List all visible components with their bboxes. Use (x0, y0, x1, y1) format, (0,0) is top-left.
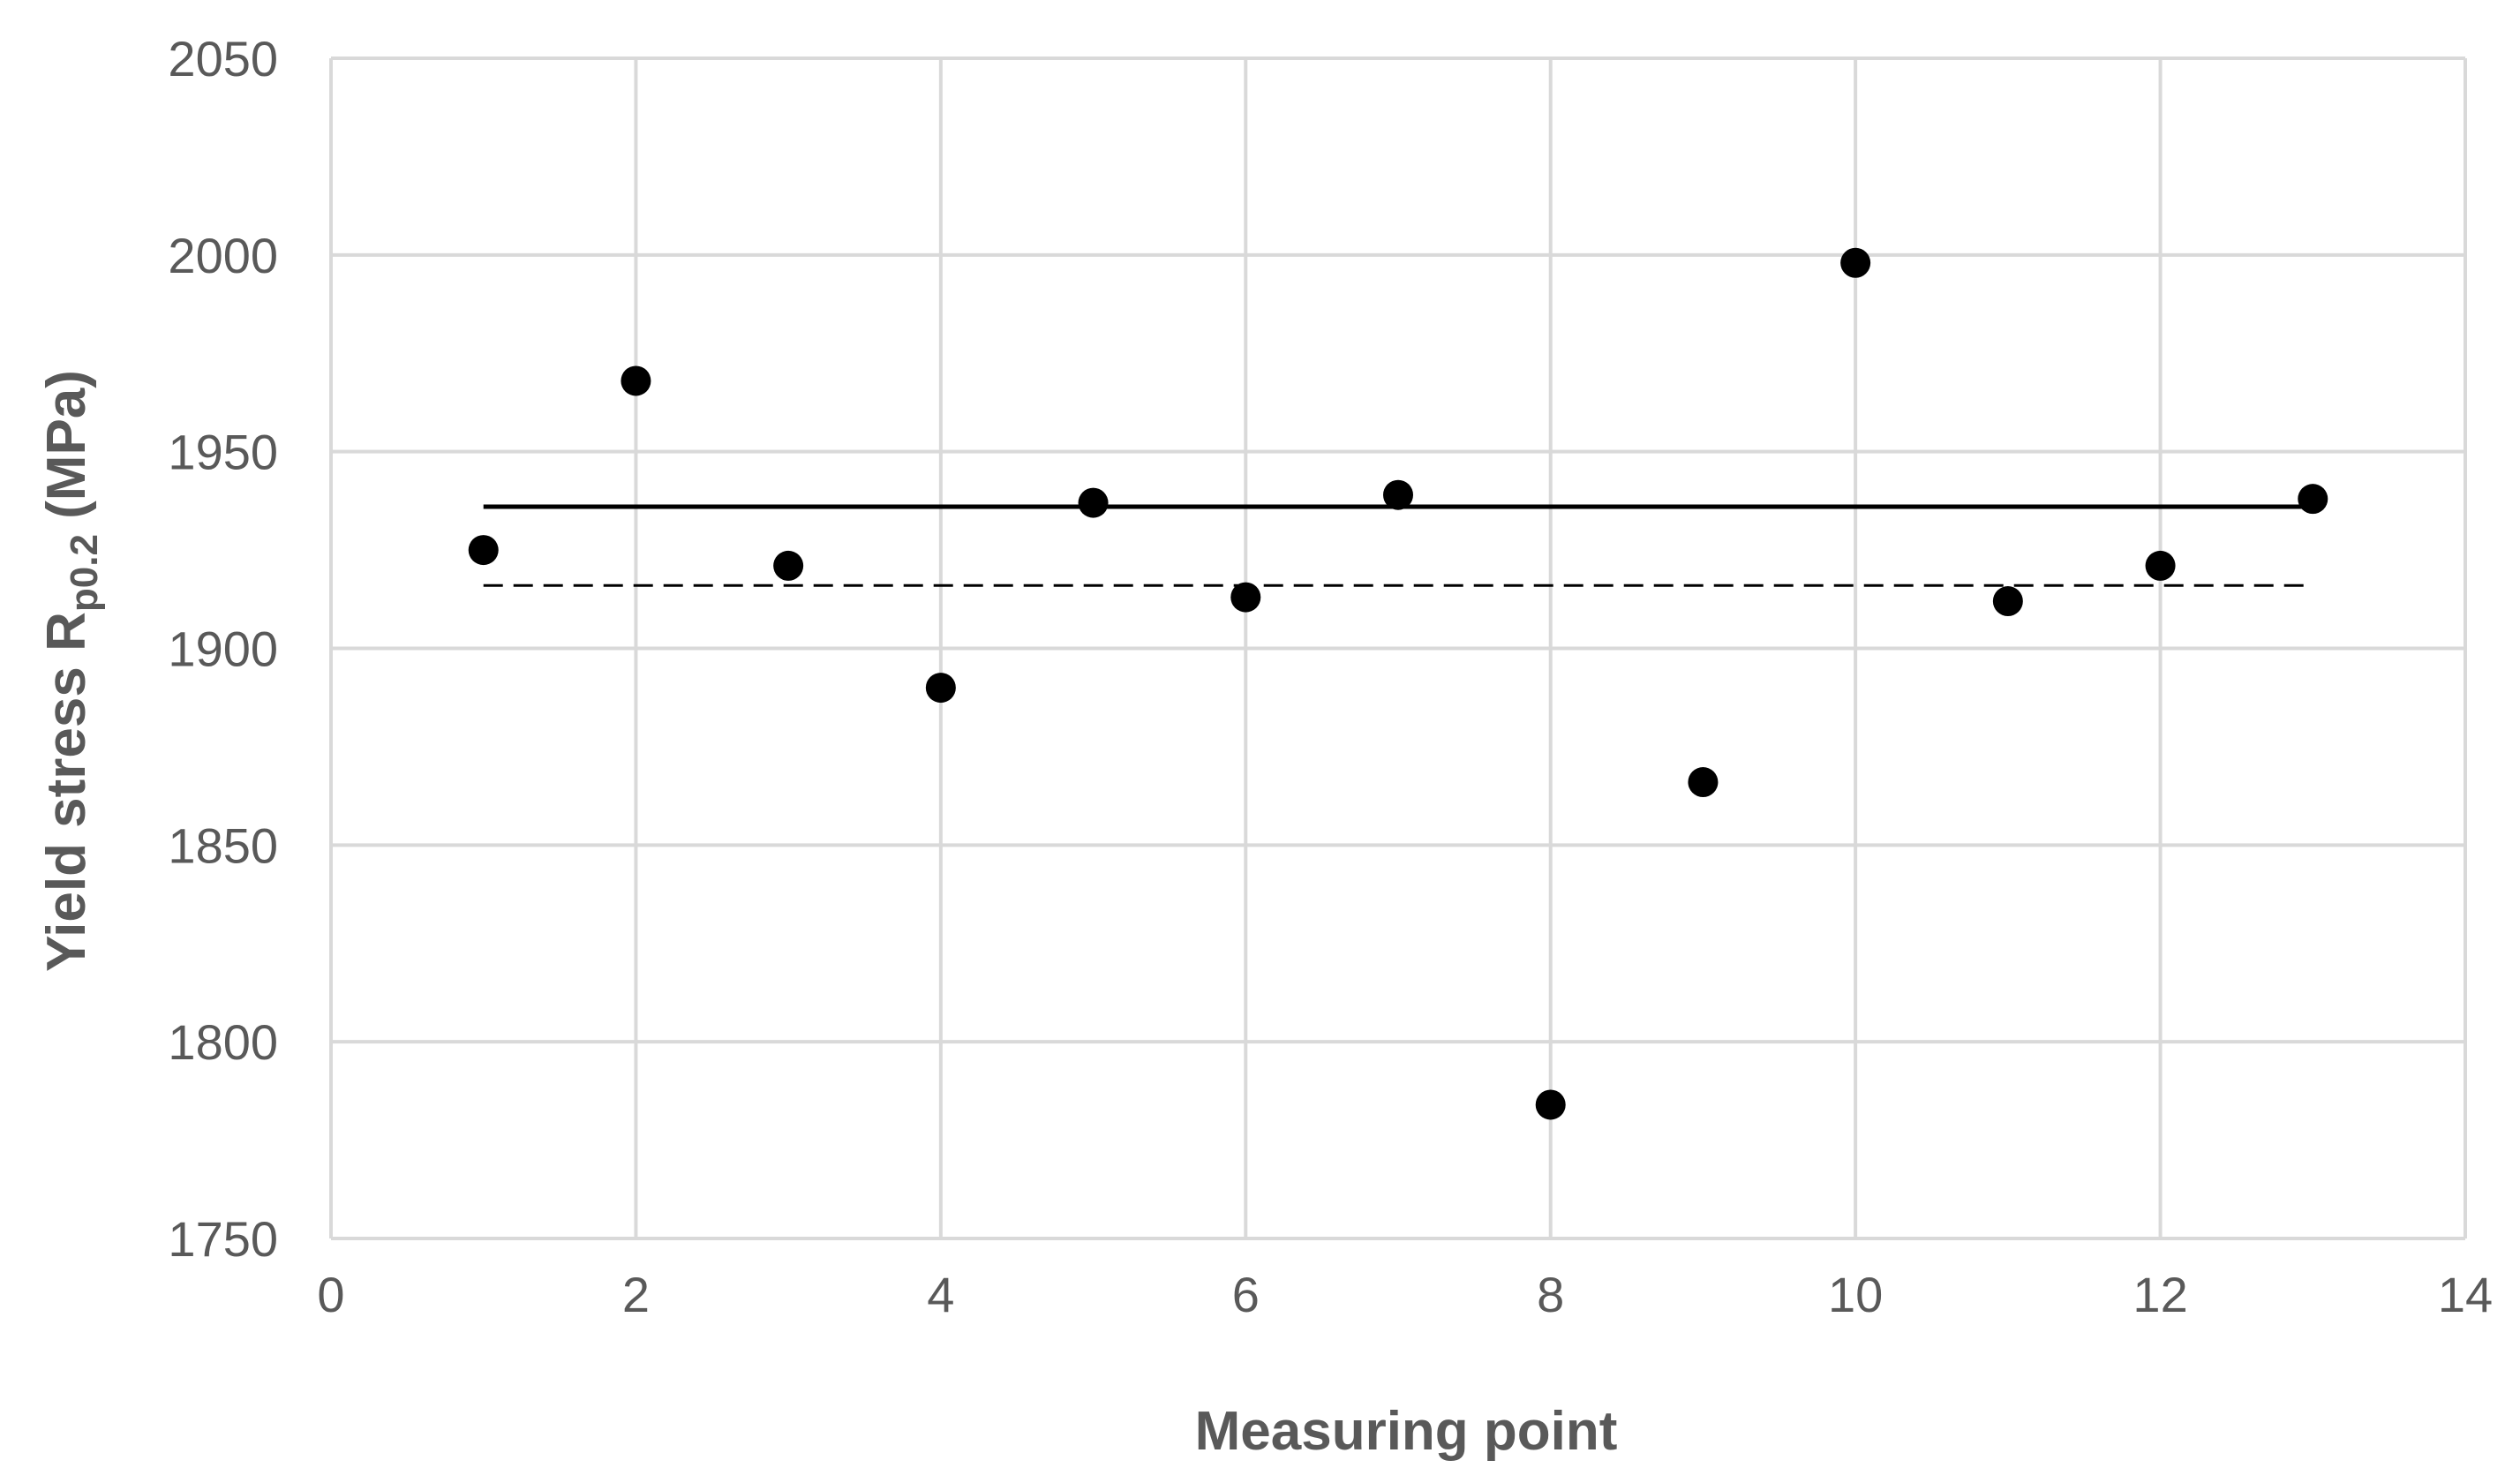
y-tick-label: 2000 (168, 228, 278, 283)
y-tick-label: 1750 (168, 1211, 278, 1267)
x-axis-title: Measuring point (1195, 1401, 1618, 1462)
y-axis-title-main: Yield stress R (36, 612, 97, 972)
data-point (925, 673, 956, 704)
x-tick-label: 2 (622, 1267, 650, 1322)
reference-lines (483, 504, 2313, 587)
data-point (621, 365, 651, 396)
x-tick-label: 10 (1828, 1267, 1883, 1322)
data-point (2298, 484, 2328, 515)
data-point (773, 550, 804, 581)
grid (329, 56, 2467, 1240)
data-point (1535, 1089, 1566, 1120)
x-tick-label: 12 (2133, 1267, 2187, 1322)
y-tick-label: 1850 (168, 817, 278, 873)
y-tick-label: 1950 (168, 425, 278, 480)
data-point (1992, 586, 2023, 617)
data-point (1230, 582, 1261, 613)
y-tick-label: 2050 (168, 31, 278, 87)
data-point (1688, 767, 1719, 798)
x-tick-label: 14 (2438, 1267, 2493, 1322)
y-axis-title: Yield stress Rp0.2 (MPa) (36, 370, 106, 972)
y-tick-label: 1800 (168, 1014, 278, 1070)
y-axis-title-subscript: p0.2 (63, 534, 106, 612)
data-point (1840, 247, 1871, 278)
y-axis-title-unit: (MPa) (36, 370, 97, 534)
x-tick-label: 4 (927, 1267, 954, 1322)
y-tick-labels: 1750 1800 1850 1900 1950 2000 2050 (168, 31, 278, 1267)
x-tick-label: 8 (1537, 1267, 1564, 1322)
data-point (468, 535, 499, 566)
data-point (1078, 487, 1109, 518)
x-tick-labels: 0 2 4 6 8 10 12 14 (317, 1267, 2493, 1322)
data-point (1383, 479, 1413, 510)
x-tick-label: 6 (1232, 1267, 1260, 1322)
y-tick-label: 1900 (168, 621, 278, 677)
x-tick-label: 0 (317, 1267, 344, 1322)
data-point (2145, 550, 2176, 581)
data-points (468, 247, 2328, 1120)
